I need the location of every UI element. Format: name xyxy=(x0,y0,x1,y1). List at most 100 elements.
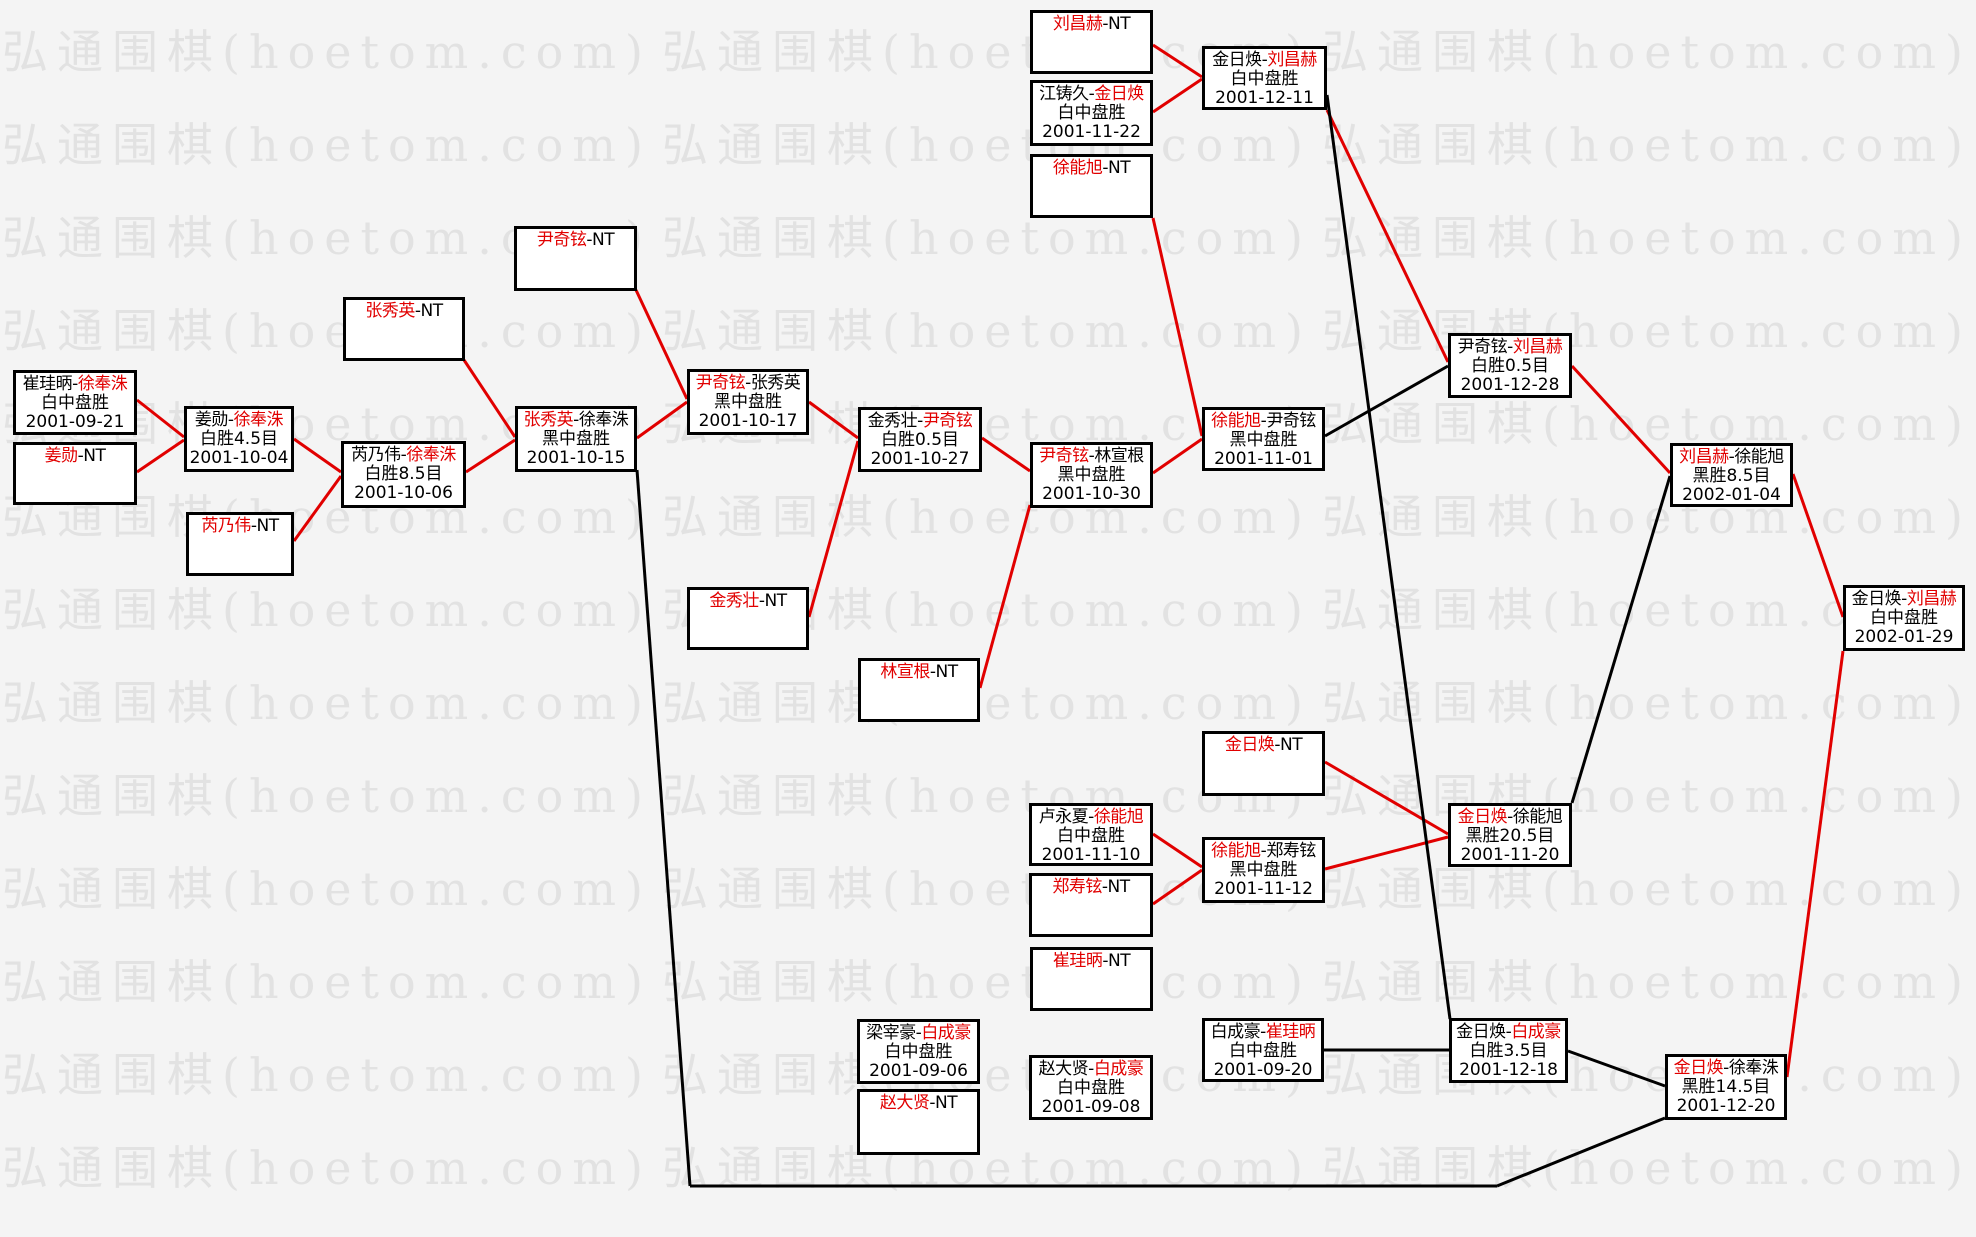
matchup-names: 赵大贤-NT xyxy=(860,1094,977,1113)
player-name: 徐奉洙 xyxy=(77,374,128,394)
watermark-text: 弘通围棋(hoetom.com) xyxy=(1322,1048,1972,1102)
player-name: 卢永夏 xyxy=(1038,807,1089,827)
winner-advance-line xyxy=(1152,437,1203,475)
name-separator: - xyxy=(1728,447,1735,467)
name-separator: - xyxy=(1260,841,1267,861)
matchup-names: 崔珪昞-徐奉洙 xyxy=(16,375,134,394)
player-name: 赵大贤 xyxy=(1038,1059,1089,1079)
game-result: 白胜4.5目 xyxy=(199,429,279,449)
watermark-text: 弘通围棋(hoetom.com) xyxy=(662,862,1312,916)
player-name: 徐能旭 xyxy=(1211,841,1261,861)
player-name: 金日焕 xyxy=(1456,1022,1506,1042)
matchup-names: 姜勋-徐奉洙 xyxy=(187,411,291,430)
player-name: 尹奇铉 xyxy=(1266,411,1316,431)
matchup-names: 刘昌赫-徐能旭 xyxy=(1673,448,1790,467)
match-box-zheng-shouxuan-nt: 郑寿铉-NT xyxy=(1029,873,1153,937)
game-date: 2001-12-28 xyxy=(1460,375,1560,395)
game-date: 2001-12-18 xyxy=(1459,1060,1558,1080)
game-date: 2001-10-30 xyxy=(1042,484,1141,504)
match-box-rui-naiwei-xu-fengzhu-1006: 芮乃伟-徐奉洙 白胜8.5目 2001-10-06 xyxy=(341,441,466,508)
match-box-jin-xiuzhuang-yin-qixuan-1027: 金秀壮-尹奇铉 白胜0.5目 2001-10-27 xyxy=(858,407,982,472)
player-name: NT xyxy=(1107,877,1131,897)
player-name: 刘昌赫 xyxy=(1267,50,1317,70)
match-box-jin-rihuan-bai-chenghao-1218: 金日焕-白成豪 白胜3.5目 2001-12-18 xyxy=(1449,1018,1568,1083)
player-name: 刘昌赫 xyxy=(1906,589,1957,609)
player-name: 尹奇铉 xyxy=(922,411,973,431)
winner-advance-line xyxy=(808,400,859,440)
winner-advance-line xyxy=(1570,364,1672,475)
matchup-names: 姜勋-NT xyxy=(16,447,134,466)
game-date: 2002-01-04 xyxy=(1682,485,1781,505)
player-name: NT xyxy=(83,446,106,466)
player-name: 金日焕 xyxy=(1212,50,1262,70)
game-result: 黑中盘胜 xyxy=(1229,430,1298,450)
game-date: 2001-10-06 xyxy=(354,483,453,503)
game-result: 白胜8.5目 xyxy=(364,464,443,484)
watermark-text: 弘通围棋(hoetom.com) xyxy=(662,769,1312,823)
player-name: 姜勋 xyxy=(44,446,79,466)
player-name: 郑寿铉 xyxy=(1052,877,1102,897)
matchup-names: 尹奇铉-林宣根 xyxy=(1033,447,1150,466)
game-date: 2001-09-06 xyxy=(869,1061,968,1081)
matchup-names: 尹奇铉-张秀英 xyxy=(690,374,806,393)
matchup-names: 江铸久-金日焕 xyxy=(1033,85,1150,104)
watermark-text: 弘通围棋(hoetom.com) xyxy=(2,1141,652,1195)
name-separator: - xyxy=(1088,84,1095,104)
game-date: 2001-11-01 xyxy=(1214,449,1313,469)
name-separator: - xyxy=(1507,807,1513,827)
player-name: 金日焕 xyxy=(1457,807,1508,827)
watermark-text: 弘通围棋(hoetom.com) xyxy=(1322,490,1972,544)
winner-advance-line xyxy=(1152,77,1203,114)
matchup-names: 梁宰豪-白成豪 xyxy=(860,1024,977,1043)
matchup-names: 卢永夏-徐能旭 xyxy=(1032,808,1150,827)
name-separator: - xyxy=(414,301,421,321)
player-name: 徐奉洙 xyxy=(406,445,456,465)
name-separator: - xyxy=(1261,50,1268,70)
game-date: 2001-09-21 xyxy=(25,412,125,432)
player-name: NT xyxy=(1280,735,1303,755)
matchup-names: 徐能旭-尹奇铉 xyxy=(1205,412,1322,431)
player-name: 尹奇铉 xyxy=(1039,446,1089,466)
loser-drop-line xyxy=(1496,1116,1666,1188)
match-box-yin-qixuan-zhang-xiuying-1017: 尹奇铉-张秀英 黑中盘胜 2001-10-17 xyxy=(687,369,809,435)
game-date: 2001-11-12 xyxy=(1214,879,1313,899)
player-name: 尹奇铉 xyxy=(695,373,746,393)
watermark-text: 弘通围棋(hoetom.com) xyxy=(2,1225,652,1237)
matchup-names: 芮乃伟-NT xyxy=(189,517,291,536)
matchup-names: 刘昌赫-NT xyxy=(1033,15,1150,34)
player-name: 金日焕 xyxy=(1224,735,1275,755)
watermark-text: 弘通围棋(hoetom.com) xyxy=(2,118,652,172)
player-name: 徐奉洙 xyxy=(233,410,284,430)
player-name: 金日焕 xyxy=(1851,589,1902,609)
matchup-names: 金日焕-徐奉洙 xyxy=(1668,1059,1784,1078)
player-name: 崔珪昞 xyxy=(1052,951,1103,971)
player-name: 刘昌赫 xyxy=(1679,447,1729,467)
player-name: 芮乃伟 xyxy=(201,516,251,536)
matchup-names: 郑寿铉-NT xyxy=(1032,878,1150,897)
match-box-cui-guibing-xu-fengzhu-0921: 崔珪昞-徐奉洙 白中盘胜 2001-09-21 xyxy=(13,370,137,435)
matchup-names: 尹奇铉-刘昌赫 xyxy=(1451,338,1569,357)
name-separator: - xyxy=(1101,877,1108,897)
watermark-text: 弘通围棋(hoetom.com) xyxy=(2,862,652,916)
game-date: 2001-10-17 xyxy=(698,411,798,431)
game-date: 2001-09-08 xyxy=(1041,1097,1141,1117)
player-name: 梁宰豪 xyxy=(866,1023,916,1043)
match-box-jin-rihuan-xu-nengxu-1120: 金日焕-徐能旭 黑胜20.5目 2001-11-20 xyxy=(1448,803,1572,867)
game-date: 2001-12-20 xyxy=(1676,1096,1776,1116)
winner-advance-line xyxy=(981,436,1031,473)
player-name: 刘昌赫 xyxy=(1512,337,1563,357)
player-name: 金秀壮 xyxy=(867,411,918,431)
match-box-zhao-daxian-bai-chenghao-0908: 赵大贤-白成豪 白中盘胜 2001-09-08 xyxy=(1029,1055,1153,1120)
name-separator: - xyxy=(758,591,765,611)
player-name: NT xyxy=(1108,14,1131,34)
loser-drop-line xyxy=(1570,475,1672,804)
watermark-text: 弘通围棋(hoetom.com) xyxy=(662,211,1312,265)
game-date: 2001-12-11 xyxy=(1215,88,1314,108)
winner-advance-line xyxy=(136,398,185,439)
watermark-text: 弘通围棋(hoetom.com) xyxy=(662,25,1312,79)
matchup-names: 金日焕-刘昌赫 xyxy=(1205,51,1324,70)
watermark-text: 弘通围棋(hoetom.com) xyxy=(2,1048,652,1102)
name-separator: - xyxy=(1507,337,1513,357)
watermark-text: 弘通围棋(hoetom.com) xyxy=(1322,955,1972,1009)
